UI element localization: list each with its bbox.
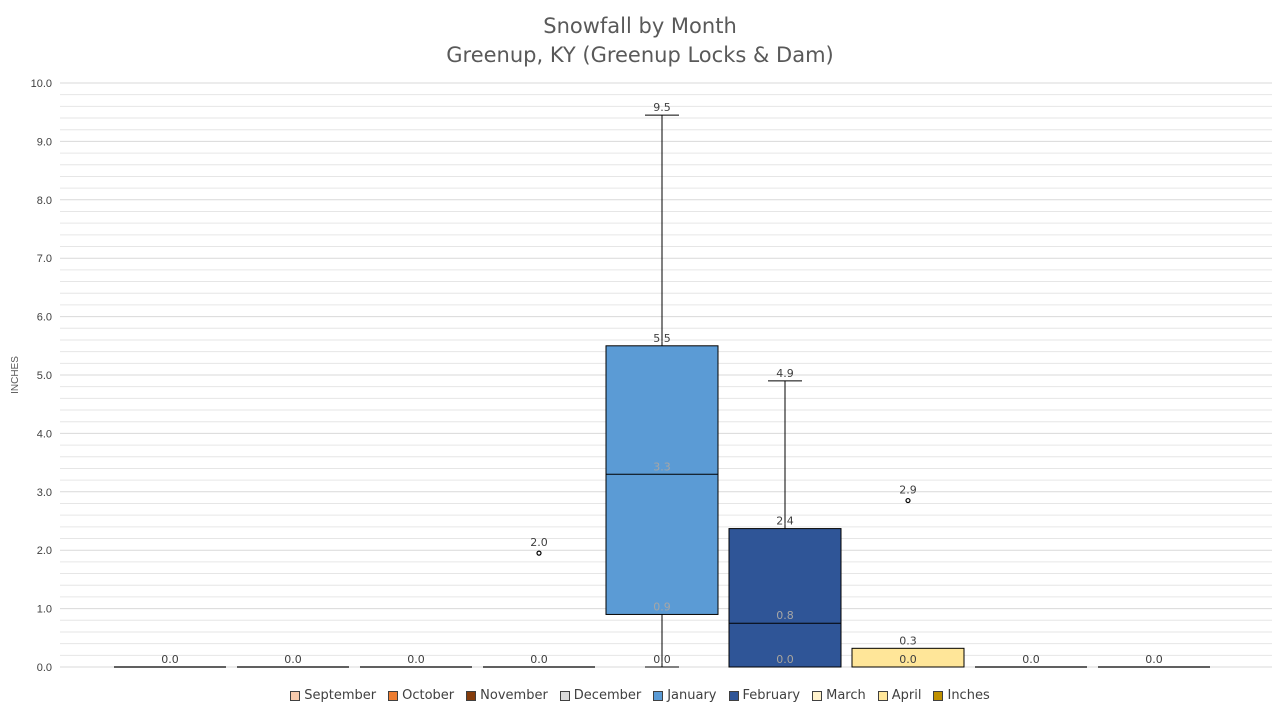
legend-swatch [559, 690, 570, 701]
outlier-label: 2.0 [530, 536, 548, 549]
box-group: 0.0 2.0 [483, 536, 595, 668]
data-label: 2.4 [776, 515, 794, 528]
legend-item: February [728, 688, 801, 703]
y-tick-label: 3.0 [37, 487, 52, 499]
box-group: 0.0 [1098, 653, 1210, 668]
y-tick-label: 9.0 [37, 136, 52, 148]
legend-swatch [466, 690, 477, 701]
legend-swatch [653, 690, 664, 701]
legend-label: Inches [947, 688, 990, 703]
legend-swatch [728, 690, 739, 701]
data-label: 0.0 [284, 653, 302, 666]
legend-label: September [304, 688, 377, 703]
outlier-label: 2.9 [899, 484, 917, 497]
legend-item: January [653, 688, 717, 703]
data-label: 0.0 [776, 653, 794, 666]
chart-title: Snowfall by Month Greenup, KY (Greenup L… [0, 12, 1280, 70]
y-tick-label: 0.0 [37, 662, 52, 674]
box-group: 0.0 [237, 653, 349, 668]
chart-title-line: Snowfall by Month [543, 14, 737, 38]
box-group: 0.0 0.3 2.9 [851, 484, 965, 668]
legend-item: December [559, 688, 642, 703]
data-label: 0.0 [1145, 653, 1163, 666]
box-group: 0.0 [114, 653, 226, 668]
y-tick-label: 2.0 [37, 545, 52, 557]
legend-label: February [742, 688, 801, 703]
legend-item: March [812, 688, 866, 703]
y-tick-label: 5.0 [37, 370, 52, 382]
data-label: 9.5 [653, 101, 671, 114]
legend-swatch [290, 690, 301, 701]
y-tick-label: 8.0 [37, 195, 52, 207]
box-group: 0.0 [360, 653, 472, 668]
legend-label: April [891, 688, 922, 703]
data-label: 0.0 [407, 653, 425, 666]
data-label: 0.3 [899, 634, 917, 647]
data-label: 5.5 [653, 332, 671, 345]
data-label: 0.0 [530, 653, 548, 666]
y-tick-label: 6.0 [37, 312, 52, 324]
legend-label: March [826, 688, 866, 703]
box-body [728, 528, 842, 668]
legend-item: November [466, 688, 548, 703]
legend-swatch [388, 690, 399, 701]
chart-subtitle-line: Greenup, KY (Greenup Locks & Dam) [446, 43, 834, 67]
y-tick-label: 10.0 [31, 78, 52, 90]
box-body [605, 345, 719, 615]
legend-item: September [290, 688, 376, 703]
boxes: 0.0 0.0 0.0 0.0 2.0 0.0 0.9 3.3 5.5 9.5 0.0 0.0 0.8 2… [114, 101, 1210, 668]
y-tick-label: 4.0 [37, 428, 52, 440]
y-tick-label: 1.0 [37, 604, 52, 616]
data-label: 0.0 [161, 653, 179, 666]
box-group: 0.00.00.82.44.9 [728, 367, 842, 668]
data-label: 0.0 [899, 653, 917, 666]
data-label: 0.0 [776, 653, 794, 666]
outlier-point [905, 497, 911, 504]
y-axis-title: INCHES [10, 356, 21, 394]
legend-label: January [667, 688, 717, 703]
legend-swatch [933, 690, 944, 701]
box-group: 0.0 [975, 653, 1087, 668]
data-label: 0.0 [1022, 653, 1040, 666]
legend-swatch [877, 690, 888, 701]
data-label: 0.9 [653, 600, 671, 613]
legend-label: November [480, 688, 548, 703]
box-group: 0.0 0.9 3.3 5.5 9.5 [605, 101, 719, 668]
legend-label: October [402, 688, 455, 703]
legend-item: October [388, 688, 454, 703]
legend: September October November December January F… [0, 688, 1280, 703]
legend-swatch [812, 690, 823, 701]
data-label: 0.8 [776, 609, 794, 622]
y-tick-label: 7.0 [37, 253, 52, 265]
legend-item: Inches [933, 688, 990, 703]
legend-item: April [877, 688, 922, 703]
data-label: 4.9 [776, 367, 794, 380]
data-label: 3.3 [653, 460, 671, 473]
data-label: 0.0 [653, 653, 671, 666]
outlier-point [536, 550, 542, 556]
y-axis-ticks: 0.0 1.0 2.0 3.0 4.0 5.0 6.0 7.0 8.0 9.0 10.0 [31, 78, 52, 674]
legend-label: December [573, 688, 642, 703]
